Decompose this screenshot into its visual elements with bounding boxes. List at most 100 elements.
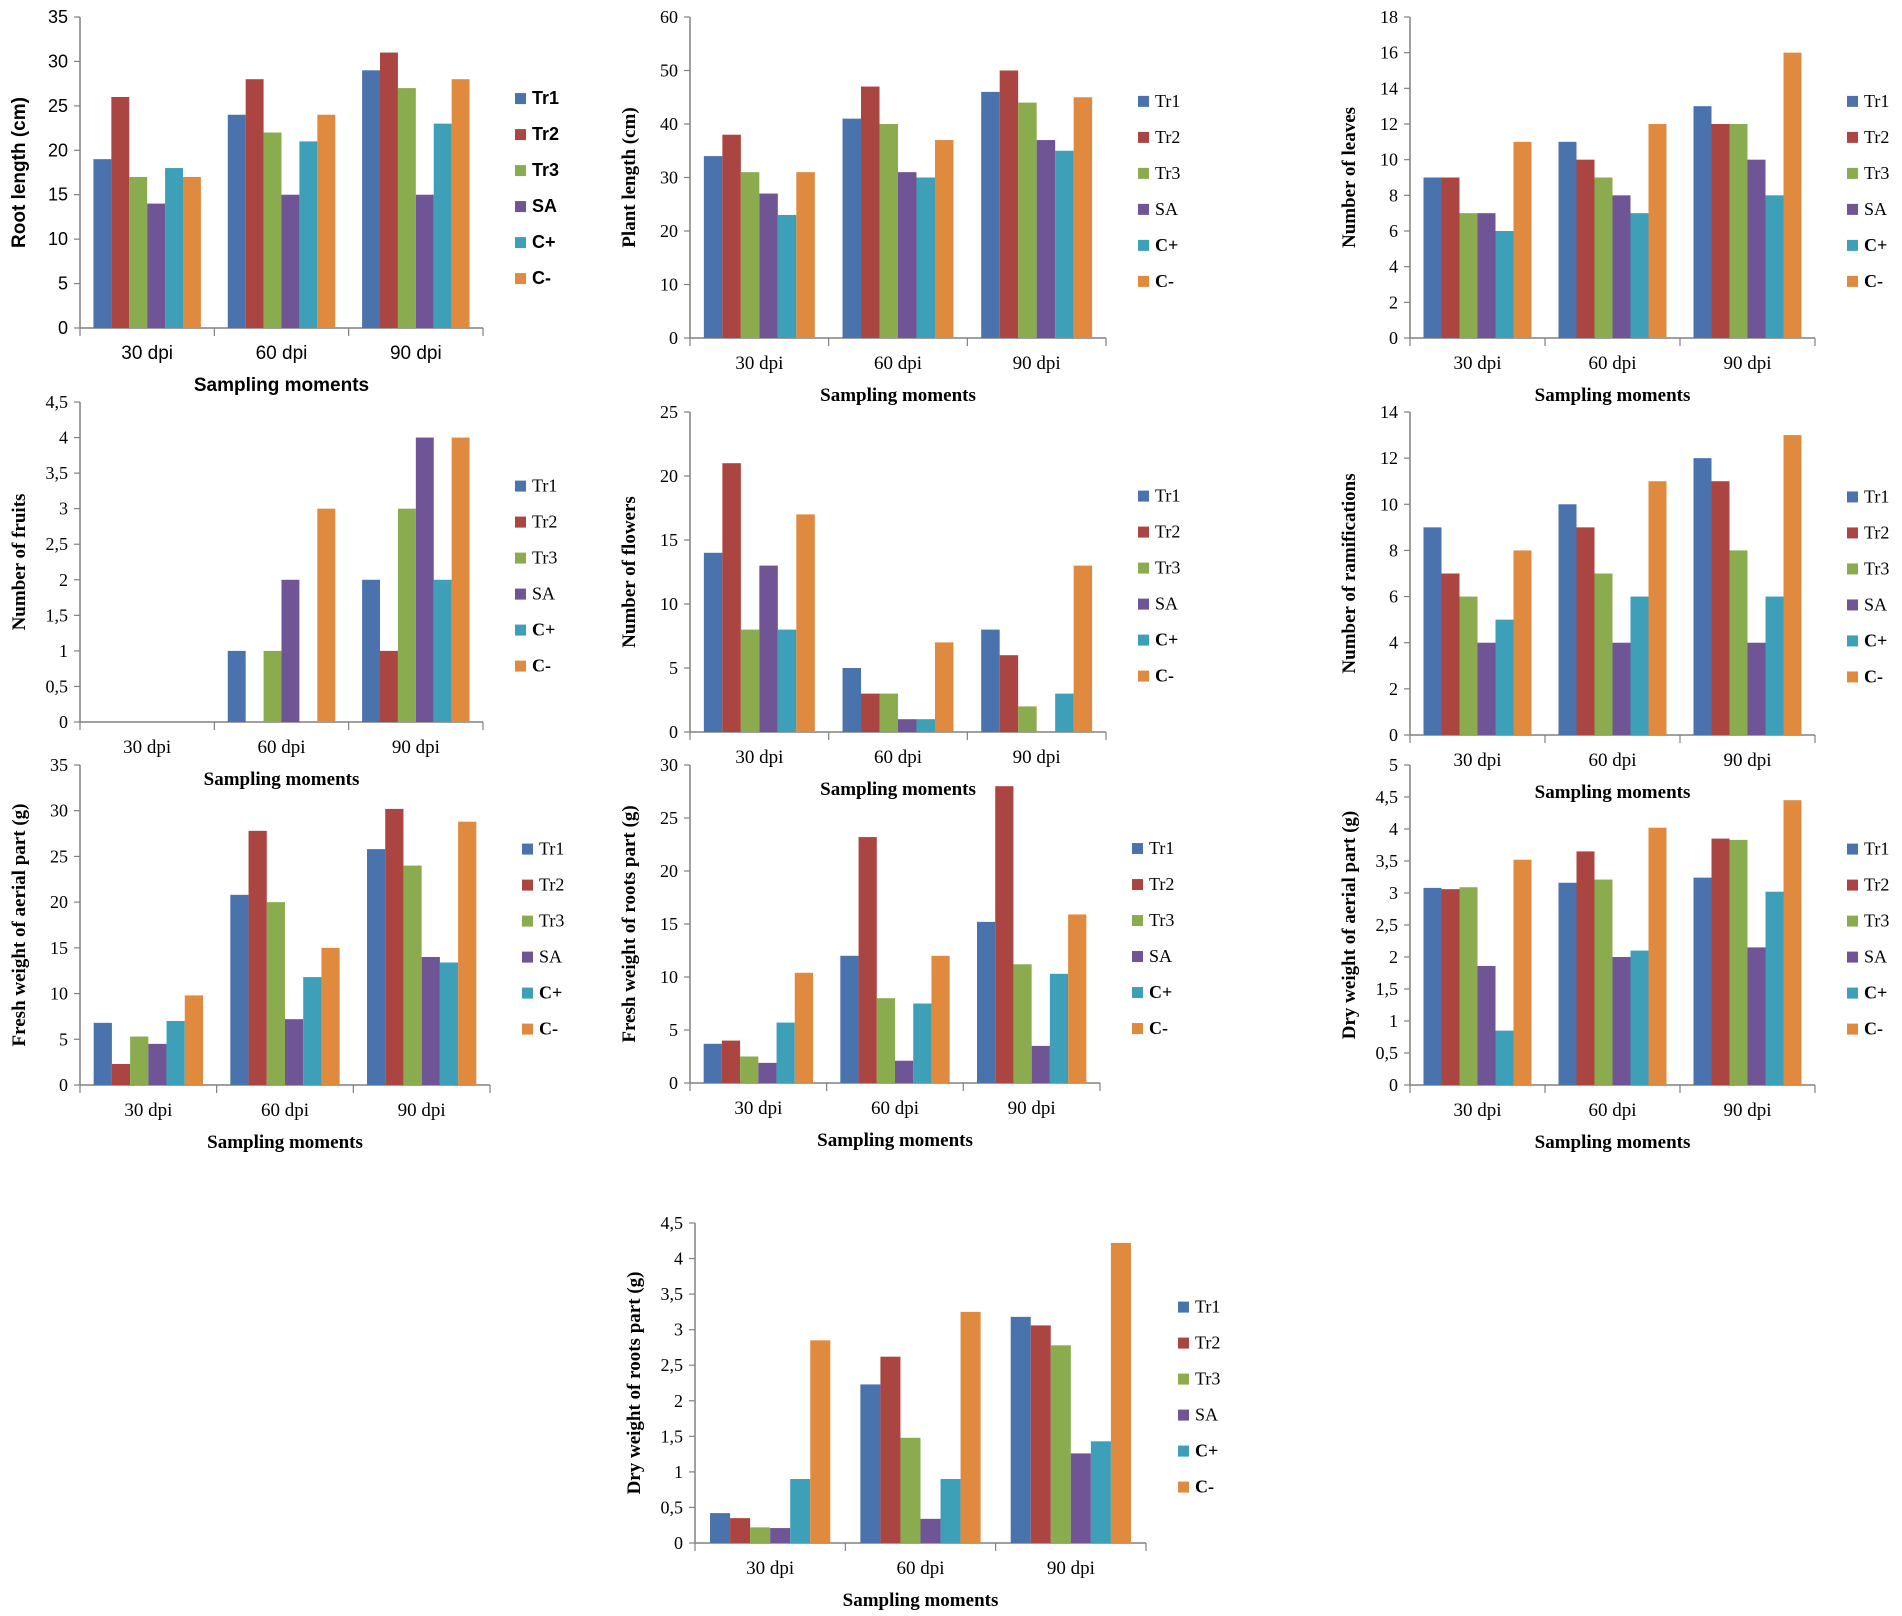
legend-label-Tr2: Tr2 [1155,127,1180,147]
legend-swatch-C+ [1138,239,1149,251]
y-tick-label: 20 [660,466,678,486]
bar-Tr1-90dpi [367,849,386,1085]
bar-C+-60dpi [1630,950,1649,1085]
bar-SA-90dpi [415,437,434,722]
legend-label-SA: SA [1864,947,1887,967]
y-tick-label: 2,5 [46,534,69,554]
legend-label-C+: C+ [1864,235,1887,255]
legend-label-Tr1: Tr1 [539,839,564,859]
bar-C+-30dpi [1495,231,1514,338]
bar-Tr3-60dpi [1594,879,1613,1085]
legend-swatch-C+ [1847,239,1858,251]
bar-Tr2-60dpi [861,693,880,732]
x-tick-label: 60 dpi [1588,750,1636,771]
y-tick-label: 20 [48,140,68,160]
legend-swatch-Tr1 [1138,490,1149,502]
bar-SA-90dpi [415,194,434,328]
y-tick-label: 2,5 [661,1355,684,1375]
y-tick-label: 12 [1380,114,1398,134]
chart-panel-7: 0 5 10 15 20 25 30 35 30 dpi 60 dpi 90 dpi Fresh we… [9,755,564,1153]
legend-label-C+: C+ [1155,235,1178,255]
chart-panel-9: 0 0,5 1 1,5 2 2,5 3 3,5 4 4,5 5 30 dpi 60 dpi 90 dpi D… [1339,755,1889,1153]
y-tick-label: 4,5 [661,1213,684,1233]
y-tick-label: 10 [660,967,678,987]
legend-swatch-Tr2 [1178,1337,1189,1349]
y-tick-label: 3 [1389,883,1398,903]
bar-Tr1-90dpi [1693,106,1712,339]
y-tick-label: 5 [669,658,678,678]
y-tick-label: 1 [1389,1011,1398,1031]
legend-swatch-Tr1 [1847,95,1858,107]
y-axis-title: Plant length (cm) [619,107,640,247]
bar-C+-90dpi [433,123,452,328]
bar-Tr2-30dpi [721,1040,741,1083]
bar-Tr1-90dpi [977,921,996,1083]
bar-C--60dpi [317,508,336,722]
legend-label-Tr2: Tr2 [1864,127,1889,147]
legend-label-SA: SA [1864,594,1887,614]
bar-SA-60dpi [285,1019,304,1085]
bar-Tr1-60dpi [1558,882,1577,1085]
y-tick-label: 30 [50,801,68,821]
legend-swatch-C- [1132,1023,1143,1035]
y-tick-label: 5 [669,1020,678,1040]
legend-label-Tr1: Tr1 [1864,486,1889,506]
legend-swatch-Tr2 [1138,131,1149,143]
legend-label-Tr3: Tr3 [1195,1369,1220,1389]
bar-Tr1-30dpi [703,156,723,338]
bar-C+-30dpi [790,1479,811,1543]
bar-Tr2-60dpi [1576,851,1595,1085]
bar-SA-30dpi [1477,965,1496,1085]
bar-Tr3-30dpi [129,176,148,328]
x-tick-label: 30 dpi [1453,750,1501,771]
x-tick-label: 90 dpi [1008,1098,1056,1119]
y-tick-label: 8 [1389,185,1398,205]
bar-Tr3-30dpi [750,1527,771,1543]
y-tick-label: 1,5 [661,1426,684,1446]
y-tick-label: 6 [1389,587,1398,607]
x-tick-label: 60 dpi [896,1558,944,1579]
bar-Tr2-60dpi [248,830,267,1085]
y-tick-label: 0 [59,712,68,732]
legend-swatch-Tr3 [1847,563,1858,575]
bar-C--90dpi [1073,97,1093,338]
y-tick-label: 3,5 [661,1284,684,1304]
bar-Tr3-60dpi [266,902,285,1085]
legend-swatch-Tr3 [1132,915,1143,927]
legend-swatch-Tr1 [1847,843,1858,855]
bar-C--30dpi [184,995,203,1085]
legend-label-Tr2: Tr2 [532,124,559,144]
y-tick-label: 10 [1380,150,1398,170]
legend-label-Tr1: Tr1 [1155,91,1180,111]
x-axis-title: Sampling moments [820,779,976,800]
legend-swatch-SA [1138,598,1149,610]
y-tick-label: 0 [59,1075,68,1095]
bar-C+-90dpi [1765,596,1784,735]
bar-C--30dpi [796,514,815,732]
chart-panel-4: 0 0,5 1 1,5 2 2,5 3 3,5 4 4,5 30 dpi 60 dpi 90 dpi Nu… [9,392,557,790]
x-tick-label: 30 dpi [121,343,173,364]
bar-Tr3-90dpi [1018,102,1037,338]
legend-label-Tr3: Tr3 [1864,163,1889,183]
bar-Tr3-60dpi [879,124,898,338]
legend-label-C-: C- [1864,666,1883,686]
bar-Tr1-60dpi [230,894,249,1085]
legend-swatch-C+ [515,237,526,249]
bar-SA-60dpi [895,1060,914,1083]
y-tick-label: 5 [58,274,68,294]
x-tick-label: 90 dpi [392,737,440,758]
y-tick-label: 0,5 [661,1497,684,1517]
bar-SA-60dpi [898,719,917,732]
x-tick-label: 30 dpi [1453,1100,1501,1121]
bar-Tr2-60dpi [861,86,880,338]
bar-Tr2-90dpi [1030,1325,1051,1543]
bar-C--30dpi [796,172,815,338]
legend-label-Tr3: Tr3 [1149,910,1174,930]
bar-Tr2-60dpi [245,79,264,328]
bar-Tr2-90dpi [380,52,398,329]
bar-Tr2-90dpi [999,70,1019,338]
bar-Tr3-30dpi [740,1056,759,1083]
y-tick-label: 0 [669,328,678,348]
x-tick-label: 90 dpi [1013,353,1061,374]
